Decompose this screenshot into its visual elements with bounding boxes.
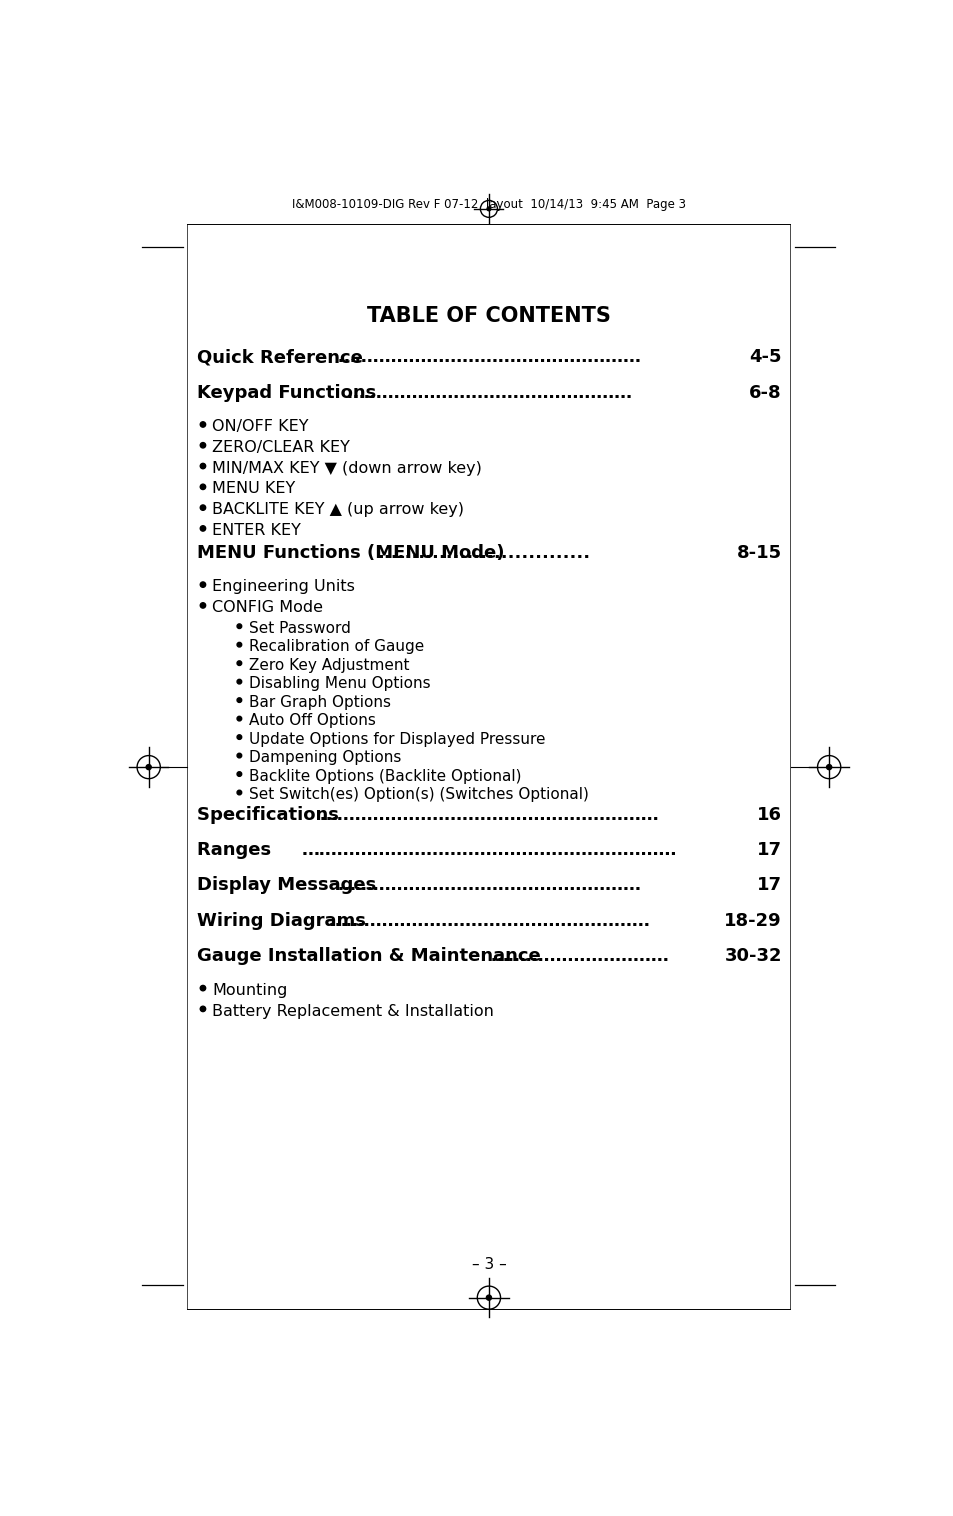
Text: TABLE OF CONTENTS: TABLE OF CONTENTS xyxy=(367,306,610,326)
Text: …………………………………………: ………………………………………… xyxy=(346,384,632,402)
Text: Display Messages: Display Messages xyxy=(196,876,382,894)
Text: MENU KEY: MENU KEY xyxy=(212,482,295,496)
Circle shape xyxy=(200,443,206,447)
Text: Set Password: Set Password xyxy=(249,622,350,635)
Circle shape xyxy=(236,790,241,794)
Circle shape xyxy=(236,661,241,666)
Text: Quick Reference: Quick Reference xyxy=(196,349,369,367)
Circle shape xyxy=(236,625,241,629)
Text: Engineering Units: Engineering Units xyxy=(212,579,355,594)
Circle shape xyxy=(236,679,241,684)
Text: 30-32: 30-32 xyxy=(723,948,781,966)
Text: ZERO/CLEAR KEY: ZERO/CLEAR KEY xyxy=(212,440,350,455)
Text: ……………………………………………: …………………………………………… xyxy=(337,876,640,894)
Text: Recalibration of Gauge: Recalibration of Gauge xyxy=(249,640,423,655)
Text: Battery Replacement & Installation: Battery Replacement & Installation xyxy=(212,1004,494,1019)
Circle shape xyxy=(236,735,241,740)
Circle shape xyxy=(146,764,152,770)
Circle shape xyxy=(825,764,831,770)
Text: Gauge Installation & Maintenance: Gauge Installation & Maintenance xyxy=(196,948,540,966)
Circle shape xyxy=(200,582,206,587)
Text: Zero Key Adjustment: Zero Key Adjustment xyxy=(249,658,409,673)
Text: 6-8: 6-8 xyxy=(748,384,781,402)
Text: Specifications: Specifications xyxy=(196,805,345,823)
Circle shape xyxy=(236,753,241,758)
Text: ……………………………………………: …………………………………………… xyxy=(337,349,640,367)
Text: 17: 17 xyxy=(756,876,781,894)
Circle shape xyxy=(236,772,241,776)
Text: ………………………………………………………: ……………………………………………………… xyxy=(301,841,677,860)
Text: Bar Graph Options: Bar Graph Options xyxy=(249,694,391,709)
Text: 17: 17 xyxy=(756,841,781,860)
Circle shape xyxy=(200,603,206,608)
Text: Auto Off Options: Auto Off Options xyxy=(249,713,375,728)
Text: …………………………: ………………………… xyxy=(491,948,669,966)
Circle shape xyxy=(200,1007,206,1011)
Text: Ranges: Ranges xyxy=(196,841,276,860)
Text: ENTER KEY: ENTER KEY xyxy=(212,523,301,538)
Text: 18-29: 18-29 xyxy=(723,913,781,929)
Circle shape xyxy=(236,716,241,722)
Text: Set Switch(es) Option(s) (Switches Optional): Set Switch(es) Option(s) (Switches Optio… xyxy=(249,787,588,802)
Text: BACKLITE KEY ▲ (up arrow key): BACKLITE KEY ▲ (up arrow key) xyxy=(212,502,464,517)
Text: 4-5: 4-5 xyxy=(749,349,781,367)
Text: Dampening Options: Dampening Options xyxy=(249,750,400,766)
Circle shape xyxy=(200,526,206,531)
Circle shape xyxy=(200,464,206,468)
Text: MIN/MAX KEY ▼ (down arrow key): MIN/MAX KEY ▼ (down arrow key) xyxy=(212,461,481,476)
Circle shape xyxy=(236,643,241,647)
Circle shape xyxy=(200,985,206,991)
Text: CONFIG Mode: CONFIG Mode xyxy=(212,600,323,615)
Circle shape xyxy=(200,421,206,428)
Text: ON/OFF KEY: ON/OFF KEY xyxy=(212,418,309,434)
Circle shape xyxy=(200,505,206,511)
Text: Backlite Options (Backlite Optional): Backlite Options (Backlite Optional) xyxy=(249,769,520,784)
Text: 8-15: 8-15 xyxy=(736,544,781,562)
Text: ...............................: ............................... xyxy=(376,544,590,562)
Text: I&M008-10109-DIG Rev F 07-12  layout  10/14/13  9:45 AM  Page 3: I&M008-10109-DIG Rev F 07-12 layout 10/1… xyxy=(292,199,685,211)
Text: Keypad Functions: Keypad Functions xyxy=(196,384,382,402)
Text: Update Options for Displayed Pressure: Update Options for Displayed Pressure xyxy=(249,732,544,747)
Text: MENU Functions (MENU Mode): MENU Functions (MENU Mode) xyxy=(196,544,510,562)
Text: Wiring Diagrams: Wiring Diagrams xyxy=(196,913,372,929)
Text: 16: 16 xyxy=(756,805,781,823)
Circle shape xyxy=(487,208,490,211)
Circle shape xyxy=(236,697,241,702)
Text: Mounting: Mounting xyxy=(212,982,287,998)
Text: …………………………………………………: ………………………………………………… xyxy=(319,805,659,823)
Text: ………………………………………………: ……………………………………………… xyxy=(328,913,650,929)
Circle shape xyxy=(200,484,206,490)
Text: Disabling Menu Options: Disabling Menu Options xyxy=(249,676,430,691)
Text: – 3 –: – 3 – xyxy=(471,1257,506,1272)
Circle shape xyxy=(486,1295,491,1301)
